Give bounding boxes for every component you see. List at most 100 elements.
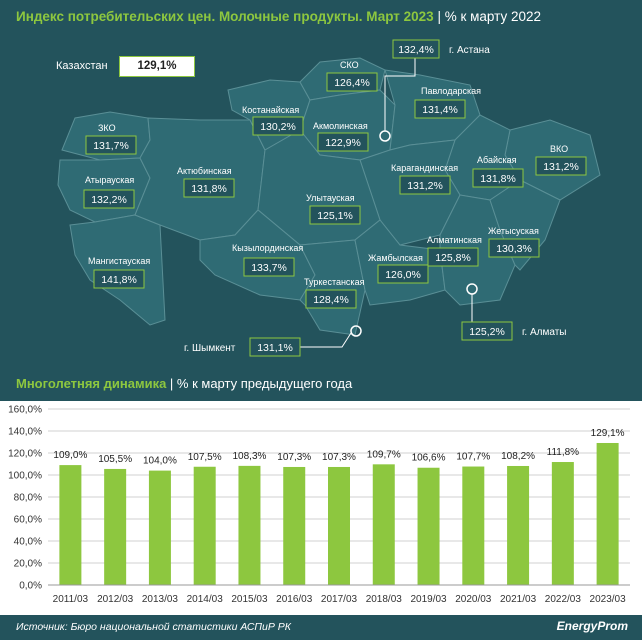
bar-value-label: 108,3% [233, 451, 267, 462]
bar-value-label: 104,0% [143, 456, 177, 467]
region-value: 131,8% [480, 173, 516, 185]
kazakhstan-map: ЗКО Атырауская Мангистауская Актюбинская… [57, 39, 601, 357]
footer: Источник: Бюро национальной статистики А… [0, 615, 642, 640]
region-name: Павлодарская [421, 86, 481, 96]
bar-value-label: 107,5% [188, 452, 222, 463]
x-tick-label: 2012/03 [97, 594, 134, 605]
region-value-box: 122,9% [317, 132, 369, 152]
bar [372, 464, 395, 585]
region-name: Алматинская [427, 235, 482, 245]
region-value-box: 131,2% [535, 156, 587, 176]
almaty-value-box: 125,2% [461, 321, 513, 341]
x-tick-label: 2019/03 [410, 594, 447, 605]
region-value: 141,8% [101, 274, 137, 286]
page-title: Индекс потребительских цен. Молочные про… [16, 9, 541, 24]
x-tick-label: 2023/03 [590, 594, 627, 605]
bar-value-label: 105,5% [98, 454, 132, 465]
bar [551, 462, 574, 585]
region-shape-turkestan [299, 239, 366, 336]
astana-leader [384, 58, 416, 131]
x-tick-label: 2017/03 [321, 594, 358, 605]
city-value: 125,2% [469, 326, 505, 338]
section-title-separator: | [166, 376, 177, 391]
region-name: Атырауская [85, 175, 134, 185]
bar-value-label: 109,0% [53, 450, 87, 461]
kazakhstan-label: Казахстан [56, 60, 108, 72]
x-tick-label: 2020/03 [455, 594, 492, 605]
region-value-box: 131,2% [399, 175, 451, 195]
bar-value-label: 109,7% [367, 449, 401, 460]
city-value: 131,1% [257, 342, 293, 354]
bar-value-label: 106,6% [412, 453, 446, 464]
region-value-box: 126,4% [326, 72, 378, 92]
region-name: Жамбылская [368, 253, 423, 263]
region-name: Жетысуская [488, 226, 539, 236]
bar [148, 470, 171, 585]
section-title-sub: % к марту предыдущего года [176, 376, 353, 391]
region-value-box: 128,4% [305, 289, 357, 309]
x-tick-label: 2013/03 [142, 594, 179, 605]
region-name: СКО [340, 60, 359, 70]
section-title-main: Многолетняя динамика [16, 376, 167, 391]
region-name: ЗКО [98, 123, 116, 133]
bar [417, 467, 440, 585]
city-name: г. Шымкент [184, 343, 236, 354]
source-text: Источник: Бюро национальной статистики А… [16, 621, 291, 633]
region-value: 122,9% [325, 137, 361, 149]
bar-value-label: 107,3% [277, 452, 311, 463]
bar [104, 468, 127, 585]
region-value-box: 132,2% [83, 189, 135, 209]
bar [596, 442, 619, 585]
bar-value-label: 129,1% [591, 428, 625, 439]
y-tick-label: 100,0% [8, 471, 42, 482]
region-value-box: 130,2% [252, 116, 304, 136]
region-name: Туркестанская [304, 277, 365, 287]
region-value: 131,7% [93, 140, 129, 152]
y-tick-label: 0,0% [19, 581, 42, 592]
shymkent-marker [350, 325, 362, 337]
bar-chart: 0,0% 20,0% 40,0% 60,0% 80,0% 100,0% 120,0% 140,… [8, 405, 630, 605]
bar [328, 466, 350, 585]
y-tick-label: 40,0% [14, 537, 42, 548]
astana-value-box: 132,4% [392, 39, 440, 59]
region-name: Кызылординская [232, 243, 303, 253]
bar-value-label: 107,3% [322, 452, 356, 463]
shymkent-value-box: 131,1% [249, 337, 301, 357]
y-tick-label: 120,0% [8, 449, 42, 460]
region-value: 130,2% [260, 121, 296, 133]
x-tick-label: 2011/03 [53, 594, 89, 605]
city-value: 132,4% [398, 44, 434, 56]
city-name: г. Астана [449, 45, 490, 56]
y-tick-label: 80,0% [14, 493, 42, 504]
region-value: 133,7% [251, 262, 287, 274]
x-tick-label: 2014/03 [187, 594, 224, 605]
bar [507, 465, 530, 585]
title-main: Индекс потребительских цен. Молочные про… [16, 9, 434, 24]
x-tick-label: 2016/03 [276, 594, 313, 605]
region-value-box: 125,1% [309, 205, 361, 225]
bar-value-label: 107,7% [456, 452, 490, 463]
region-value: 126,4% [334, 77, 370, 89]
kazakhstan-value: 129,1% [119, 56, 195, 77]
region-name: Актюбинская [177, 166, 232, 176]
x-tick-label: 2022/03 [545, 594, 582, 605]
bar-value-label: 108,2% [501, 451, 535, 462]
bar [462, 466, 485, 585]
region-value-box: 141,8% [93, 269, 145, 289]
y-tick-label: 140,0% [8, 427, 42, 438]
shymkent-leader [295, 332, 352, 348]
region-value: 131,2% [407, 180, 443, 192]
section-header: Многолетняя динамика | % к марту предыду… [0, 365, 642, 401]
region-value: 128,4% [313, 294, 349, 306]
bar [59, 465, 82, 585]
region-value: 131,4% [422, 104, 458, 116]
region-value-box: 131,8% [183, 178, 235, 198]
bar-value-label: 111,8% [547, 447, 580, 458]
bar [193, 466, 216, 585]
bar [283, 466, 306, 585]
x-tick-label: 2021/03 [500, 594, 537, 605]
region-value-box: 125,8% [427, 247, 479, 267]
title-separator: | [433, 9, 445, 24]
x-tick-label: 2015/03 [231, 594, 268, 605]
region-name: Улытауская [306, 193, 355, 203]
